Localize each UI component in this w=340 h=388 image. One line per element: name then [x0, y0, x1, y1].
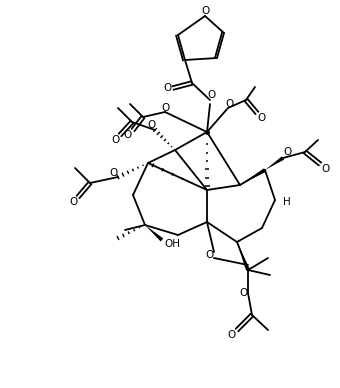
- Text: O: O: [206, 250, 214, 260]
- Text: O: O: [321, 164, 329, 174]
- Polygon shape: [240, 168, 266, 185]
- Polygon shape: [265, 156, 284, 170]
- Text: O: O: [164, 83, 172, 93]
- Text: O: O: [111, 135, 119, 145]
- Text: H: H: [283, 197, 291, 207]
- Text: O: O: [257, 113, 265, 123]
- Text: O: O: [110, 168, 118, 178]
- Text: O: O: [201, 6, 209, 16]
- Text: O: O: [227, 330, 235, 340]
- Text: O: O: [162, 103, 170, 113]
- Text: O: O: [69, 197, 77, 207]
- Text: O: O: [239, 288, 247, 298]
- Text: O: O: [208, 90, 216, 100]
- Text: O: O: [283, 147, 291, 157]
- Text: O: O: [124, 130, 132, 140]
- Text: O: O: [225, 99, 233, 109]
- Polygon shape: [145, 225, 163, 241]
- Polygon shape: [237, 242, 250, 271]
- Text: O: O: [148, 120, 156, 130]
- Text: OH: OH: [164, 239, 180, 249]
